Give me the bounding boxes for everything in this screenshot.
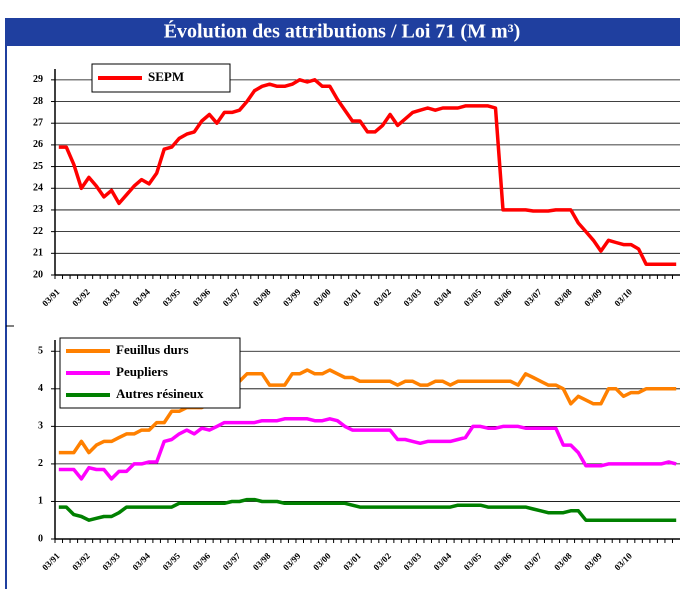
x-tick-label: 03/00 — [311, 550, 333, 572]
x-tick-label: 03/96 — [191, 286, 213, 308]
x-tick-label: 03/91 — [40, 550, 62, 572]
x-tick-label: 03/99 — [281, 550, 303, 572]
x-tick-label: 03/99 — [281, 286, 303, 308]
y-tick-label: 1 — [38, 496, 43, 507]
x-tick-label: 03/94 — [130, 550, 152, 572]
x-tick-label: 03/05 — [462, 550, 484, 572]
y-tick-label: 5 — [38, 346, 43, 357]
y-tick-label: 27 — [33, 118, 43, 129]
x-tick-label: 03/95 — [161, 550, 183, 572]
x-tick-label: 03/05 — [462, 286, 484, 308]
legend-label: Feuillus durs — [116, 342, 189, 357]
y-tick-label: 21 — [33, 248, 43, 259]
x-tick-label: 03/96 — [191, 550, 213, 572]
x-tick-label: 03/10 — [612, 286, 634, 308]
series-line — [58, 78, 677, 266]
x-tick-label: 03/03 — [402, 286, 424, 308]
title-bar — [5, 18, 680, 46]
y-tick-label: 25 — [33, 161, 43, 172]
y-tick-label: 29 — [33, 74, 43, 85]
y-tick-label: 24 — [33, 183, 43, 194]
x-tick-label: 03/93 — [100, 286, 122, 308]
x-tick-label: 03/98 — [251, 550, 273, 572]
y-tick-label: 20 — [33, 269, 43, 280]
x-tick-label: 03/06 — [492, 286, 514, 308]
x-tick-label: 03/95 — [161, 286, 183, 308]
y-tick-label: 4 — [38, 383, 43, 394]
y-tick-label: 26 — [33, 139, 43, 150]
legend-label: SEPM — [148, 69, 184, 84]
y-tick-label: 0 — [38, 533, 43, 544]
x-tick-label: 03/07 — [522, 286, 544, 308]
y-tick-label: 23 — [33, 204, 43, 215]
series-line — [58, 497, 677, 522]
x-tick-label: 03/10 — [612, 550, 634, 572]
x-tick-label: 03/08 — [552, 286, 574, 308]
x-tick-label: 03/92 — [70, 550, 92, 572]
x-tick-label: 03/93 — [100, 550, 122, 572]
x-tick-label: 03/07 — [522, 550, 544, 572]
x-tick-label: 03/92 — [70, 286, 92, 308]
x-tick-label: 03/02 — [371, 286, 393, 308]
y-tick-label: 2 — [38, 458, 43, 469]
x-tick-label: 03/09 — [582, 286, 604, 308]
x-tick-label: 03/02 — [371, 550, 393, 572]
x-tick-label: 03/01 — [341, 550, 363, 572]
series-line — [58, 368, 677, 455]
x-tick-label: 03/98 — [251, 286, 273, 308]
x-tick-label: 03/97 — [221, 550, 243, 572]
y-tick-label: 28 — [33, 96, 43, 107]
x-tick-label: 03/03 — [402, 550, 424, 572]
x-tick-label: 03/94 — [130, 286, 152, 308]
x-tick-label: 03/04 — [432, 286, 454, 308]
y-tick-label: 22 — [33, 226, 43, 237]
x-tick-label: 03/09 — [582, 550, 604, 572]
title: Évolution des attributions / Loi 71 (M m… — [164, 20, 521, 43]
legend-label: Autres résineux — [116, 386, 204, 401]
x-tick-label: 03/97 — [221, 286, 243, 308]
y-tick-label: 3 — [38, 421, 43, 432]
x-tick-label: 03/91 — [40, 286, 62, 308]
x-tick-label: 03/08 — [552, 550, 574, 572]
legend-label: Peupliers — [116, 364, 168, 379]
x-tick-label: 03/04 — [432, 550, 454, 572]
series-line — [58, 417, 677, 481]
x-tick-label: 03/01 — [341, 286, 363, 308]
x-tick-label: 03/06 — [492, 550, 514, 572]
x-tick-label: 03/00 — [311, 286, 333, 308]
